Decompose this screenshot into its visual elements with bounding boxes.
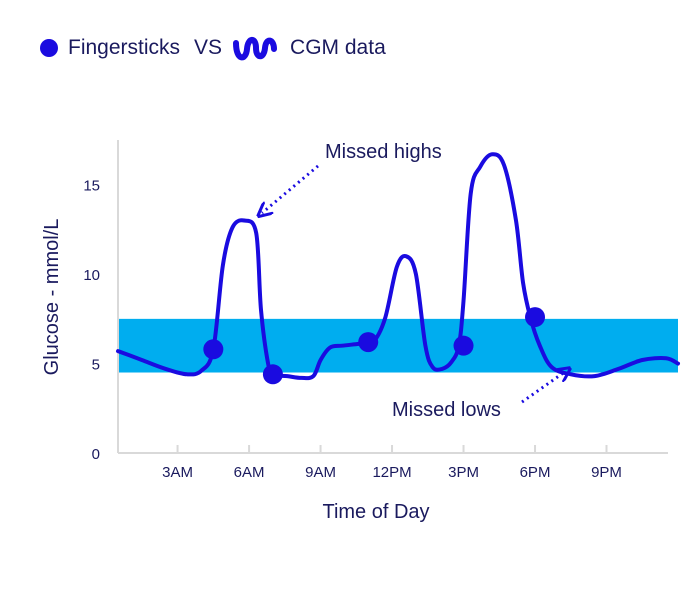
y-tick-label: 0 bbox=[92, 446, 100, 463]
fingerstick-point bbox=[525, 307, 546, 328]
y-tick-label: 10 bbox=[83, 267, 100, 284]
fingerstick-point bbox=[203, 339, 224, 360]
x-tick-label: 9PM bbox=[591, 464, 622, 481]
fingerstick-point bbox=[358, 332, 379, 353]
x-tick-label: 6PM bbox=[520, 464, 551, 481]
cgm-wave-icon bbox=[233, 36, 278, 61]
y-tick-label: 5 bbox=[92, 357, 100, 374]
fingerstick-points bbox=[203, 307, 546, 385]
x-axis-title: Time of Day bbox=[322, 501, 429, 523]
annotation-missed-lows: Missed lows bbox=[392, 399, 501, 421]
x-tick-label: 12PM bbox=[372, 464, 411, 481]
y-tick-label: 15 bbox=[83, 178, 100, 195]
x-tick-label: 3AM bbox=[162, 464, 193, 481]
x-tick-label: 9AM bbox=[305, 464, 336, 481]
x-tick-label: 3PM bbox=[448, 464, 479, 481]
legend-fingersticks-label: Fingersticks bbox=[68, 36, 181, 59]
fingerstick-dot-icon bbox=[40, 39, 58, 57]
cgm-data-line bbox=[116, 152, 680, 381]
y-axis-title: Glucose - mmol/L bbox=[41, 219, 63, 376]
target-range-band bbox=[118, 318, 678, 373]
missed-lows-arrow bbox=[521, 371, 566, 404]
legend-vs-label: VS bbox=[194, 36, 223, 59]
x-tick-marks bbox=[176, 445, 608, 453]
fingerstick-point bbox=[453, 335, 474, 356]
y-tick-labels: 0 5 10 15 bbox=[83, 178, 100, 463]
chart-legend: Fingersticks VS CGM data bbox=[40, 28, 386, 68]
missed-highs-arrow bbox=[262, 164, 319, 213]
annotation-missed-highs: Missed highs bbox=[325, 141, 442, 163]
x-tick-labels: 3AM 6AM 9AM 12PM 3PM 6PM 9PM bbox=[162, 464, 622, 481]
annotations: Missed highs Missed lows bbox=[262, 141, 566, 421]
fingerstick-point bbox=[262, 364, 283, 385]
legend-cgm-label: CGM data bbox=[290, 36, 386, 59]
x-tick-label: 6AM bbox=[234, 464, 265, 481]
